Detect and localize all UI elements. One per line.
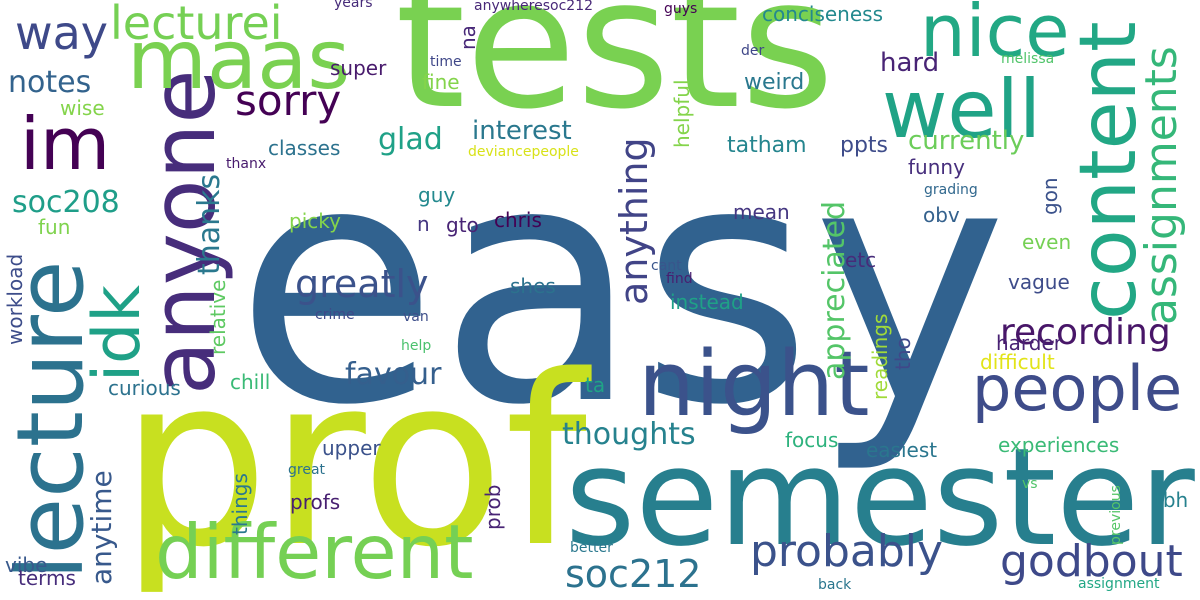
cloud-word: n xyxy=(417,212,430,236)
cloud-word: wise xyxy=(60,96,105,120)
cloud-word: melissa xyxy=(1001,51,1055,67)
cloud-word: things xyxy=(228,473,252,535)
cloud-word: godbout xyxy=(1000,536,1183,587)
cloud-word: workload xyxy=(3,253,27,345)
cloud-word: relative xyxy=(206,279,230,355)
cloud-word: readings xyxy=(868,313,892,400)
cloud-word: previous xyxy=(1108,485,1124,545)
cloud-word: soc212 xyxy=(565,552,702,596)
cloud-word: great xyxy=(288,462,326,478)
cloud-word: experiences xyxy=(998,433,1120,457)
cloud-word: idk xyxy=(80,285,155,382)
cloud-word: gto xyxy=(446,213,479,237)
cloud-word: easy xyxy=(235,93,1008,477)
cloud-word: instead xyxy=(670,290,744,314)
cloud-word: better xyxy=(570,540,613,556)
cloud-word: van xyxy=(403,309,429,325)
cloud-word: fine xyxy=(422,70,460,94)
cloud-word: find xyxy=(666,271,693,287)
cloud-word: ta xyxy=(585,373,606,397)
cloud-word: time xyxy=(430,54,462,70)
cloud-word: crime xyxy=(315,307,355,323)
cloud-word: conciseness xyxy=(762,2,884,26)
cloud-word: grading xyxy=(924,182,978,198)
cloud-word: interest xyxy=(472,116,572,146)
cloud-word: terms xyxy=(18,566,76,590)
cloud-word: super xyxy=(330,56,387,80)
cloud-word: easiest xyxy=(866,438,938,462)
cloud-word: profs xyxy=(290,490,341,514)
cloud-word: assignments xyxy=(1136,46,1187,325)
cloud-word: mean xyxy=(733,200,790,224)
cloud-word: harder xyxy=(996,331,1063,355)
cloud-word: focus xyxy=(785,428,839,452)
cloud-word: glad xyxy=(378,122,443,157)
cloud-word: funny xyxy=(908,155,965,179)
cloud-word: shes xyxy=(510,274,556,298)
cloud-word: upper xyxy=(322,436,381,460)
cloud-word: guys xyxy=(664,1,698,17)
cloud-word: tho xyxy=(891,337,915,370)
cloud-word: vague xyxy=(1008,270,1070,294)
cloud-word: favour xyxy=(345,357,442,392)
cloud-word: na xyxy=(456,25,480,50)
cloud-word: etc xyxy=(845,248,877,272)
cloud-word: obv xyxy=(923,203,960,227)
cloud-word: curious xyxy=(108,376,181,400)
cloud-word: notes xyxy=(8,65,92,100)
cloud-word: gon xyxy=(1038,177,1062,215)
cloud-word: recording xyxy=(1000,312,1171,353)
cloud-word: maas xyxy=(127,13,351,108)
cloud-word: im xyxy=(20,102,111,186)
cloud-word: thanx xyxy=(226,156,267,172)
cloud-word: lecturei xyxy=(110,0,283,50)
cloud-word: semester xyxy=(565,419,1195,576)
cloud-word: different xyxy=(155,508,474,596)
cloud-word: picky xyxy=(289,209,341,233)
cloud-word: anytime xyxy=(85,470,118,585)
cloud-word: well xyxy=(882,63,1042,156)
cloud-word: greatly xyxy=(295,262,429,306)
cloud-word: anything xyxy=(612,137,656,305)
cloud-word: vs xyxy=(1022,476,1038,492)
cloud-word: chris xyxy=(494,208,542,232)
cloud-word: anywheresoc212 xyxy=(474,0,594,14)
cloud-word: way xyxy=(15,6,109,60)
cloud-word: currently xyxy=(908,126,1025,156)
cloud-word: hard xyxy=(880,48,940,78)
cloud-word: soc208 xyxy=(12,185,120,220)
cloud-word: cant xyxy=(651,258,682,274)
cloud-word: fun xyxy=(38,215,71,239)
cloud-word: tatham xyxy=(727,133,807,158)
cloud-word: guy xyxy=(418,183,456,207)
cloud-word: appreciated xyxy=(817,200,852,380)
cloud-word: nice xyxy=(920,0,1070,73)
cloud-word: prof xyxy=(120,326,588,599)
cloud-word: back xyxy=(818,577,852,593)
cloud-word: der xyxy=(741,43,765,59)
cloud-word: tbh xyxy=(1155,488,1189,512)
cloud-word: vibe xyxy=(5,553,48,577)
cloud-word: years xyxy=(334,0,373,11)
cloud-word: difficult xyxy=(980,350,1055,374)
cloud-word: helpful xyxy=(670,79,694,148)
cloud-word: prob xyxy=(481,484,505,530)
cloud-word: sorry xyxy=(235,76,342,125)
cloud-word: deviancepeople xyxy=(468,144,579,160)
cloud-word: assignment xyxy=(1078,576,1160,592)
cloud-word: people xyxy=(972,352,1183,425)
cloud-word: weird xyxy=(744,70,805,95)
cloud-word: classes xyxy=(268,136,341,160)
cloud-word: help xyxy=(401,338,432,354)
cloud-word: thanks xyxy=(192,173,227,275)
cloud-word: tests xyxy=(395,0,835,149)
cloud-word: probably xyxy=(750,526,944,577)
cloud-word: chill xyxy=(230,370,271,394)
cloud-word: thoughts xyxy=(562,417,696,452)
cloud-word: even xyxy=(1022,230,1072,254)
cloud-word: night xyxy=(638,332,870,437)
cloud-word: ppts xyxy=(840,133,889,158)
